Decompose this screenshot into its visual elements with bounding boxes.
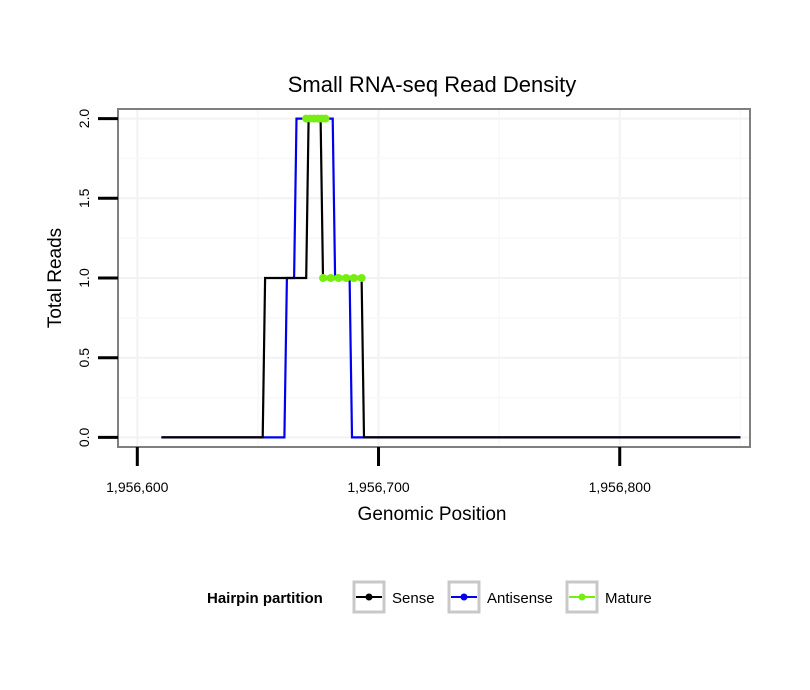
- series-mature-point: [326, 274, 335, 282]
- legend-item-sense: Sense: [352, 580, 435, 614]
- series-mature-point: [342, 274, 351, 282]
- series-mature-point: [321, 114, 330, 123]
- x-axis: 1,956,600 1,956,700 1,956,800: [106, 447, 651, 495]
- legend-key-sense: [352, 580, 386, 614]
- series-mature-point: [349, 274, 358, 282]
- legend-point-mature: [578, 593, 586, 601]
- x-tick-label: 1,956,600: [106, 479, 168, 495]
- y-axis: 0.0 0.5 1.0 1.5 2.0: [76, 109, 118, 447]
- legend-item-mature: Mature: [565, 580, 652, 614]
- grid: [118, 109, 750, 447]
- legend-point-sense: [365, 593, 373, 601]
- legend-key-mature: [565, 580, 599, 614]
- legend-key-antisense: [447, 580, 481, 614]
- legend-item-antisense: Antisense: [447, 580, 553, 614]
- chart-title: Small RNA-seq Read Density: [288, 72, 577, 97]
- legend-point-antisense: [460, 593, 468, 601]
- series-mature-point: [334, 274, 343, 282]
- legend-title: Hairpin partition: [207, 590, 323, 607]
- x-axis-label: Genomic Position: [358, 504, 507, 525]
- y-tick-label: 1.0: [76, 268, 92, 288]
- series-mature-point: [319, 274, 328, 282]
- legend-label-mature: Mature: [605, 590, 652, 607]
- y-tick-label: 2.0: [76, 109, 92, 129]
- legend-label-antisense: Antisense: [487, 590, 553, 607]
- legend: Hairpin partition Sense Antisense Mature: [207, 580, 652, 614]
- y-axis-label: Total Reads: [45, 228, 66, 328]
- plot-lines: [161, 114, 741, 439]
- y-tick-label: 1.5: [76, 188, 92, 208]
- x-tick-label: 1,956,700: [347, 479, 409, 495]
- legend-label-sense: Sense: [392, 590, 435, 607]
- y-tick-label: 0.5: [76, 348, 92, 368]
- series-mature-point: [357, 274, 366, 282]
- y-tick-label: 0.0: [76, 427, 92, 447]
- x-tick-label: 1,956,800: [589, 479, 651, 495]
